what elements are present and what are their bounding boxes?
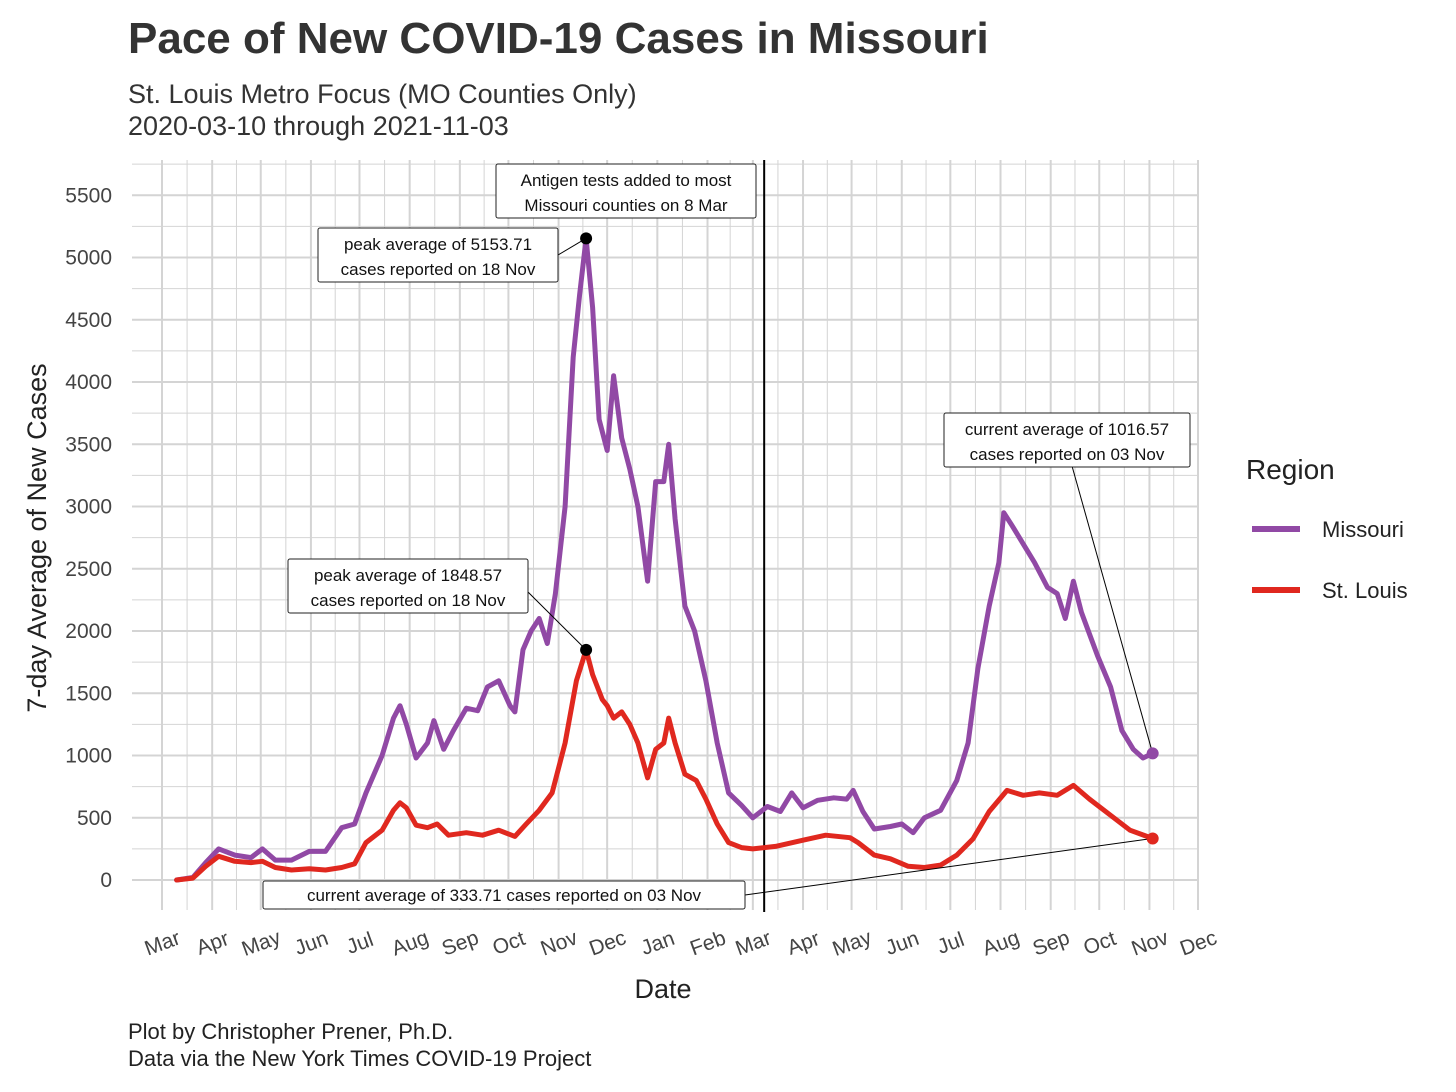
x-axis-title: Date — [634, 974, 691, 1004]
x-tick-label: Sep — [1030, 926, 1073, 960]
x-tick-label: Jun — [882, 927, 922, 960]
annotation-text-line-1: peak average of 5153.71 — [344, 235, 532, 254]
annotation-mo-current: current average of 1016.57 cases reported… — [943, 412, 1191, 468]
legend-title: Region — [1246, 454, 1335, 485]
y-tick-label: 3000 — [65, 496, 112, 519]
annotation-box — [317, 227, 559, 283]
x-tick-label: Sep — [439, 926, 482, 960]
y-tick-label: 4500 — [65, 309, 112, 332]
y-tick-label: 2000 — [65, 620, 112, 643]
chart-caption: Plot by Christopher Prener, Ph.D. Data v… — [128, 1018, 591, 1072]
legend-label-st-louis: St. Louis — [1322, 578, 1408, 603]
series-lines — [174, 235, 1156, 883]
annotation-text-line-2: cases reported on 18 Nov — [341, 260, 536, 279]
x-tick-label: Feb — [687, 926, 729, 960]
leader-line-stl-current — [744, 837, 1153, 896]
y-tick-label: 1500 — [65, 682, 112, 705]
x-tick-label: Nov — [538, 926, 581, 961]
x-tick-label: Jul — [934, 928, 967, 959]
annotation-box — [287, 558, 529, 614]
x-tick-label: Dec — [1177, 926, 1220, 960]
legend: Region Missouri St. Louis — [1246, 454, 1408, 603]
y-tick-label: 2500 — [65, 558, 112, 581]
series-line-missouri — [174, 235, 1156, 883]
y-tick-label: 1000 — [65, 745, 112, 768]
y-axis-ticks: 0 500 1000 1500 2000 2500 3000 3500 4000 4500 5000… — [65, 184, 112, 892]
current-point-missouri — [1146, 747, 1159, 760]
x-tick-label: May — [239, 926, 285, 961]
y-tick-label: 3500 — [65, 433, 112, 456]
x-axis-ticks: Mar Apr May Jun Jul Aug Sep Oct Nov Dec Jan Feb Mar A… — [142, 926, 1220, 961]
subtitle-line-2: 2020-03-10 through 2021-11-03 — [128, 111, 509, 141]
grid-lines — [132, 160, 1199, 910]
annotation-box — [943, 412, 1191, 468]
y-axis-title: 7-day Average of New Cases — [22, 363, 52, 712]
chart-subtitle: St. Louis Metro Focus (MO Counties Only)… — [128, 78, 637, 142]
series-line-st-louis — [174, 647, 1156, 883]
caption-line-1: Plot by Christopher Prener, Ph.D. — [128, 1019, 454, 1044]
y-tick-label: 5000 — [65, 247, 112, 270]
y-tick-label: 0 — [100, 869, 112, 892]
leader-line-mo-current — [1071, 465, 1154, 754]
annotation-stl-peak: peak average of 1848.57 cases reported on… — [287, 558, 529, 614]
x-tick-label: Mar — [732, 926, 774, 960]
annotation-antigen: Antigen tests added to most Missouri coun… — [495, 163, 757, 219]
legend-label-missouri: Missouri — [1322, 517, 1404, 542]
current-point-st-louis — [1146, 832, 1159, 845]
annotations: Antigen tests added to most Missouri coun… — [262, 163, 1191, 910]
x-tick-label: Apr — [193, 927, 232, 960]
x-tick-label: Apr — [784, 927, 823, 960]
x-tick-label: Dec — [586, 926, 629, 960]
annotation-text-line-2: cases reported on 18 Nov — [311, 591, 506, 610]
caption-line-2: Data via the New York Times COVID-19 Pro… — [128, 1046, 592, 1071]
subtitle-line-1: St. Louis Metro Focus (MO Counties Only) — [128, 79, 637, 109]
x-tick-label: Aug — [389, 926, 432, 960]
x-tick-label: Nov — [1128, 926, 1171, 961]
annotation-text-line-1: Antigen tests added to most — [521, 171, 732, 190]
x-tick-label: Oct — [490, 927, 529, 960]
chart-title: Pace of New COVID-19 Cases in Missouri — [128, 14, 989, 63]
annotation-text-line-2: cases reported on 03 Nov — [970, 445, 1165, 464]
x-tick-label: May — [830, 926, 876, 961]
annotation-box — [495, 163, 757, 219]
annotation-text: current average of 333.71 cases reported… — [307, 886, 702, 905]
annotation-stl-current: current average of 333.71 cases reported… — [262, 880, 746, 910]
annotation-box — [262, 880, 746, 910]
y-tick-label: 500 — [77, 807, 112, 830]
x-tick-label: Jun — [292, 927, 332, 960]
y-tick-label: 4000 — [65, 371, 112, 394]
annotation-text-line-2: Missouri counties on 8 Mar — [524, 196, 727, 215]
peak-point-st-louis — [580, 643, 593, 656]
peak-point-missouri — [580, 232, 593, 245]
x-tick-label: Jan — [638, 927, 678, 960]
annotation-text-line-1: current average of 1016.57 — [965, 420, 1169, 439]
y-tick-label: 5500 — [65, 184, 112, 207]
x-tick-label: Aug — [980, 926, 1023, 960]
leader-line-stl-peak — [527, 591, 587, 651]
annotation-mo-peak: peak average of 5153.71 cases reported on… — [317, 227, 559, 283]
annotation-text-line-1: peak average of 1848.57 — [314, 566, 502, 585]
x-tick-label: Jul — [343, 928, 376, 959]
x-tick-label: Oct — [1080, 927, 1119, 960]
x-tick-label: Mar — [142, 926, 184, 960]
